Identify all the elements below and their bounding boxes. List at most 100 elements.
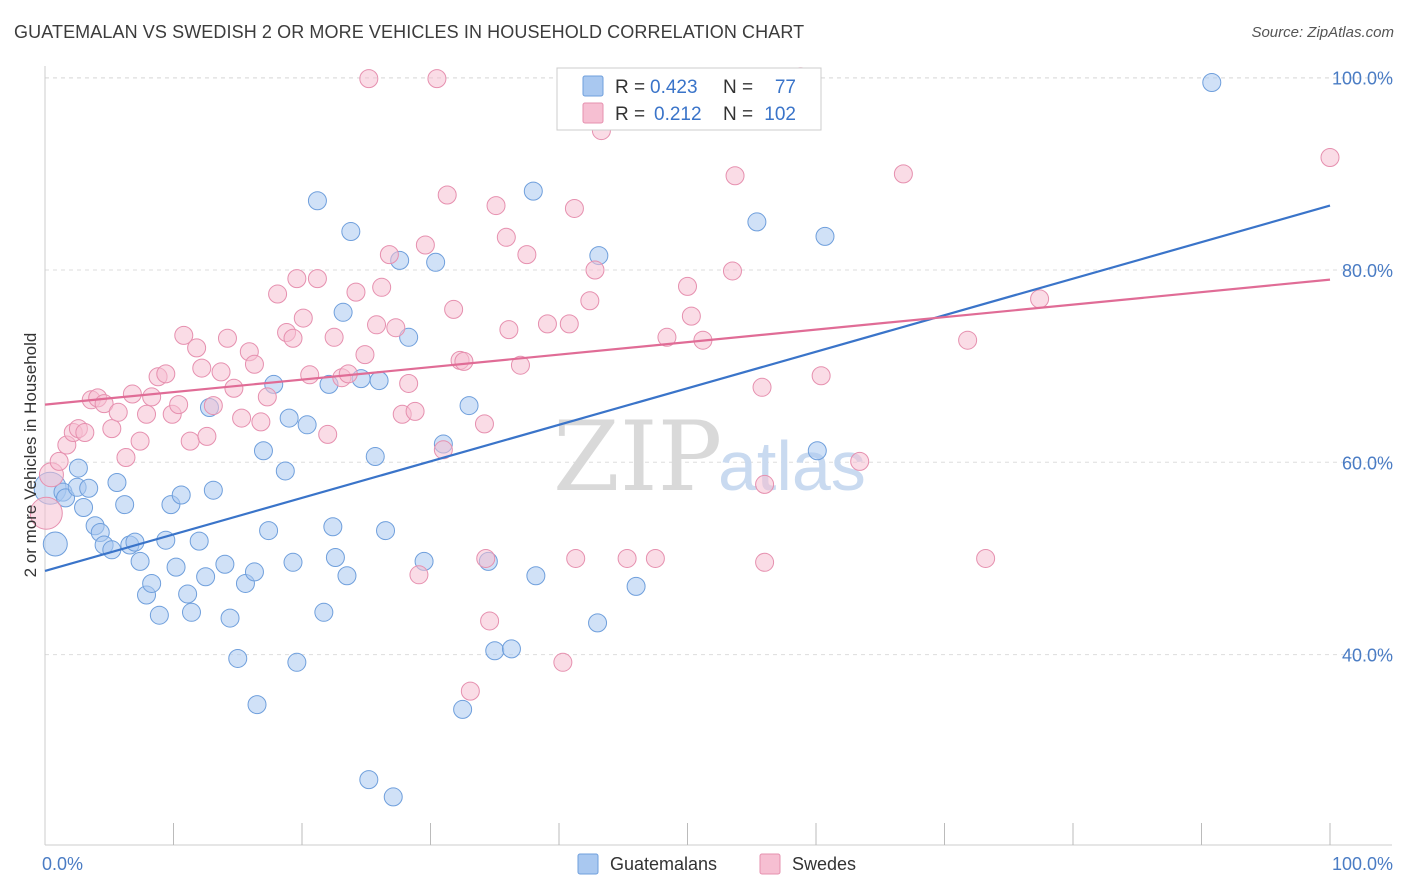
swedish-point — [681, 306, 701, 326]
swedish-point — [811, 366, 831, 386]
swedish-trend-line — [44, 278, 1331, 406]
trend-layer — [44, 204, 1331, 573]
x-tick-label-max: 100.0% — [1332, 854, 1393, 874]
guatemalan-point — [178, 584, 198, 604]
guatemalan-point — [196, 567, 216, 587]
swedish-point — [180, 431, 200, 451]
swedish-point — [122, 384, 142, 404]
swedish-point — [386, 318, 406, 338]
guatemalan-point — [297, 415, 317, 435]
guatemalan-point — [307, 191, 327, 211]
tick-label-layer: 100.0% 80.0% 60.0% 40.0% 0.0% 100.0% — [42, 69, 1393, 874]
swedish-point — [517, 245, 537, 265]
series-legend-swatch-swedes — [759, 853, 781, 875]
guatemalan-point — [626, 576, 646, 596]
guatemalan-point — [523, 181, 543, 201]
swedish-point — [510, 355, 530, 375]
swedish-point — [174, 325, 194, 345]
swedish-point — [1030, 289, 1050, 309]
swedish-point — [559, 314, 579, 334]
guatemalan-point — [79, 478, 99, 498]
swedish-point — [499, 320, 519, 340]
chart-title: GUATEMALAN VS SWEDISH 2 OR MORE VEHICLES… — [14, 22, 805, 42]
swedish-point — [187, 338, 207, 358]
watermark-atlas: atlas — [718, 427, 866, 505]
legend-n-value-guatemalans: 77 — [775, 77, 796, 98]
watermark-zip: ZIP — [553, 401, 722, 513]
y-axis-label: 2 or more Vehicles in Household — [21, 333, 40, 578]
guatemalan-point — [74, 498, 94, 517]
guatemalan-point — [333, 302, 353, 322]
guatemalan-point — [807, 441, 827, 461]
swedish-point — [287, 269, 307, 289]
guatemalan-point — [171, 485, 191, 505]
guatemalan-point — [369, 371, 389, 391]
guatemalan-point — [166, 557, 186, 577]
swedish-point — [399, 373, 419, 393]
swedish-point — [75, 423, 95, 442]
swedish-point — [379, 245, 399, 265]
legend-r-value-swedes: 0.212 — [654, 104, 702, 125]
legend-r-label-guatemalans: R = — [615, 77, 645, 98]
guatemalan-point — [107, 473, 127, 492]
guatemalan-point — [130, 551, 150, 571]
swedish-point — [958, 330, 978, 350]
swedish-point — [307, 269, 327, 289]
swedish-point — [427, 69, 447, 89]
y-tick-label: 80.0% — [1342, 261, 1393, 281]
series-legend-label-swedes: Swedes — [792, 854, 856, 874]
series-legend-swatch-guatemalans — [577, 853, 599, 875]
guatemalan-point — [325, 548, 345, 567]
guatemalan-point — [68, 458, 88, 478]
swedish-point — [460, 681, 480, 701]
guatemalan-point — [247, 695, 267, 715]
guatemalan-point — [815, 226, 835, 246]
swedish-point — [283, 328, 303, 348]
legend-swatch-guatemalans — [582, 75, 604, 97]
swedish-point — [454, 351, 474, 371]
swedish-point — [359, 69, 379, 89]
swedish-point — [102, 419, 122, 439]
swedish-point — [108, 402, 128, 422]
swedish-point — [156, 364, 176, 384]
watermark: ZIP atlas — [553, 401, 866, 513]
swedish-point — [850, 451, 870, 471]
legend-r-value-guatemalans: 0.423 — [650, 77, 698, 98]
swedish-point — [415, 235, 435, 255]
y-tick-label: 100.0% — [1332, 69, 1393, 89]
legend-swatch-swedes — [582, 102, 604, 124]
guatemalan-point — [459, 396, 479, 416]
guatemalan-point — [228, 648, 248, 668]
swedish-point — [755, 474, 775, 494]
swedish-point — [566, 548, 586, 568]
stats-legend: R = 0.423 N = 77 R = 0.212 N = 102 — [556, 67, 822, 131]
swedish-point — [725, 166, 745, 186]
legend-n-label-guatemalans: N = — [723, 77, 753, 98]
swedish-point — [257, 387, 277, 407]
guatemalan-point — [1202, 73, 1222, 92]
guatemalan-point — [376, 521, 396, 541]
guatemalan-point — [203, 480, 223, 500]
swedish-point — [976, 548, 996, 568]
swedish-point — [346, 282, 366, 302]
guatemalan-point — [526, 566, 546, 586]
guatemalan-point — [125, 532, 145, 552]
swedish-point — [564, 198, 584, 218]
guatemalan-point — [426, 252, 446, 272]
guatemalan-point — [359, 770, 379, 790]
swedish-point — [553, 652, 573, 672]
swedish-point — [268, 284, 288, 304]
guatemalan-point — [383, 787, 403, 807]
guatemalan-point — [287, 652, 307, 672]
guatemalan-point — [279, 408, 299, 428]
swedish-point — [130, 431, 150, 451]
swedish-point — [585, 260, 605, 280]
swedish-point — [755, 552, 775, 572]
guatemalan-point — [337, 566, 357, 586]
swedish-point — [29, 496, 63, 530]
series-legend-label-guatemalans: Guatemalans — [610, 854, 717, 874]
swedish-point — [893, 164, 913, 184]
swedish-point — [197, 426, 217, 446]
swedish-point — [355, 345, 375, 365]
